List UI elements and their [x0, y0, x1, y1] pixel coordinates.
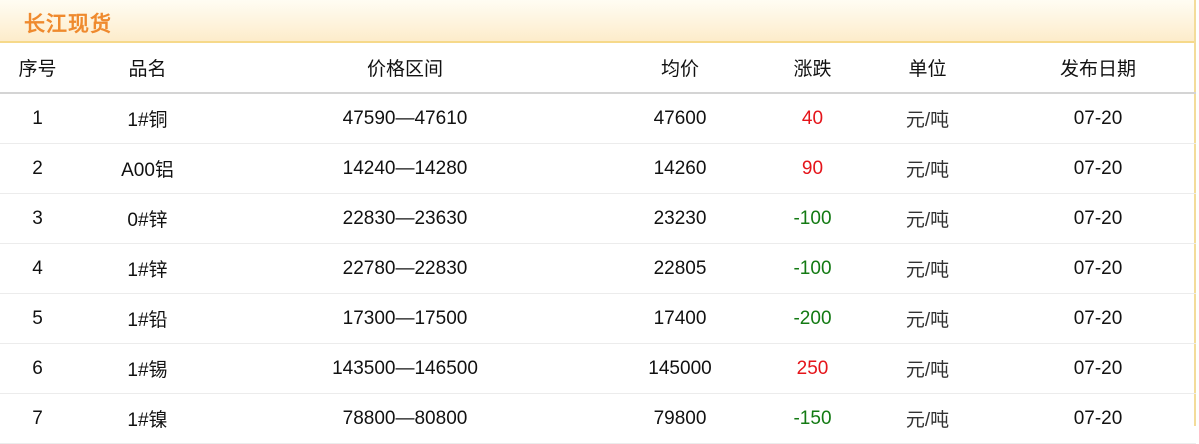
- table-row: 5 1#铅 17300—17500 17400 -200 元/吨 07-20: [0, 293, 1196, 344]
- cell-unit: 元/吨: [855, 93, 1000, 144]
- cell-no: 4: [0, 243, 75, 294]
- table-row: 3 0#锌 22830—23630 23230 -100 元/吨 07-20: [0, 193, 1196, 244]
- cell-range: 17300—17500: [220, 293, 590, 344]
- cell-date: 07-20: [1000, 343, 1196, 394]
- cell-unit: 元/吨: [855, 343, 1000, 394]
- column-header-unit: 单位: [855, 43, 1000, 94]
- panel-title: 长江现货: [24, 13, 112, 36]
- cell-range: 47590—47610: [220, 93, 590, 144]
- cell-change: 40: [770, 93, 855, 144]
- cell-range: 143500—146500: [220, 343, 590, 394]
- cell-unit: 元/吨: [855, 193, 1000, 244]
- cell-change: -150: [770, 393, 855, 444]
- cell-unit: 元/吨: [855, 143, 1000, 194]
- cell-change: 250: [770, 343, 855, 394]
- cell-range: 14240—14280: [220, 143, 590, 194]
- cell-avg: 79800: [590, 393, 770, 444]
- cell-change: -200: [770, 293, 855, 344]
- cell-range: 78800—80800: [220, 393, 590, 444]
- cell-no: 6: [0, 343, 75, 394]
- table-row: 1 1#铜 47590—47610 47600 40 元/吨 07-20: [0, 93, 1196, 144]
- price-table: 序号 品名 价格区间 均价 涨跌 单位 发布日期 1 1#铜 47590—47610 47600 4…: [0, 43, 1196, 444]
- cell-no: 5: [0, 293, 75, 344]
- table-row: 6 1#锡 143500—146500 145000 250 元/吨 07-20: [0, 343, 1196, 394]
- cell-name: 1#锌: [75, 243, 220, 294]
- cell-date: 07-20: [1000, 93, 1196, 144]
- cell-avg: 23230: [590, 193, 770, 244]
- cell-name: 1#镍: [75, 393, 220, 444]
- cell-date: 07-20: [1000, 243, 1196, 294]
- cell-avg: 145000: [590, 343, 770, 394]
- cell-date: 07-20: [1000, 143, 1196, 194]
- cell-name: 1#锡: [75, 343, 220, 394]
- cell-name: 1#铜: [75, 93, 220, 144]
- cell-unit: 元/吨: [855, 293, 1000, 344]
- column-header-no: 序号: [0, 43, 75, 94]
- cell-date: 07-20: [1000, 393, 1196, 444]
- column-header-avg: 均价: [590, 43, 770, 94]
- cell-unit: 元/吨: [855, 243, 1000, 294]
- table-header-row: 序号 品名 价格区间 均价 涨跌 单位 发布日期: [0, 43, 1196, 94]
- cell-change: -100: [770, 193, 855, 244]
- cell-avg: 22805: [590, 243, 770, 294]
- cell-range: 22780—22830: [220, 243, 590, 294]
- cell-avg: 17400: [590, 293, 770, 344]
- column-header-range: 价格区间: [220, 43, 590, 94]
- cell-change: -100: [770, 243, 855, 294]
- column-header-change: 涨跌: [770, 43, 855, 94]
- table-row: 2 A00铝 14240—14280 14260 90 元/吨 07-20: [0, 143, 1196, 194]
- cell-no: 1: [0, 93, 75, 144]
- column-header-name: 品名: [75, 43, 220, 94]
- cell-range: 22830—23630: [220, 193, 590, 244]
- cell-date: 07-20: [1000, 193, 1196, 244]
- cell-no: 7: [0, 393, 75, 444]
- cell-change: 90: [770, 143, 855, 194]
- cell-unit: 元/吨: [855, 393, 1000, 444]
- table-row: 4 1#锌 22780—22830 22805 -100 元/吨 07-20: [0, 243, 1196, 294]
- column-header-date: 发布日期: [1000, 43, 1196, 94]
- cell-avg: 47600: [590, 93, 770, 144]
- panel-header: 长江现货: [0, 0, 1194, 43]
- cell-no: 2: [0, 143, 75, 194]
- cell-avg: 14260: [590, 143, 770, 194]
- cell-name: 0#锌: [75, 193, 220, 244]
- cell-name: 1#铅: [75, 293, 220, 344]
- cell-name: A00铝: [75, 143, 220, 194]
- table-row: 7 1#镍 78800—80800 79800 -150 元/吨 07-20: [0, 393, 1196, 444]
- cell-no: 3: [0, 193, 75, 244]
- cell-date: 07-20: [1000, 293, 1196, 344]
